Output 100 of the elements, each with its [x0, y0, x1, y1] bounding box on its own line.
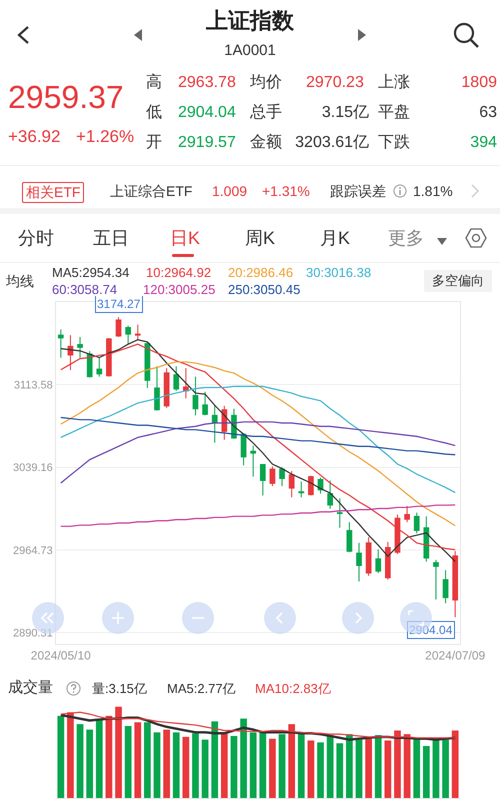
text: +1.31%: [262, 183, 310, 200]
text: 1A0001: [223, 42, 277, 60]
candlestick: [298, 480, 304, 498]
text: 跟踪误差: [330, 183, 386, 200]
candlestick: [366, 536, 372, 576]
bar: [384, 740, 392, 798]
text: 2963.78: [178, 73, 236, 92]
candlestick: [385, 541, 391, 580]
y-tick-label: 3039.16: [13, 462, 53, 474]
legend-title: 均线: [6, 273, 34, 290]
bar: [163, 730, 170, 798]
candlestick: [240, 434, 246, 466]
text: 低: [146, 103, 162, 122]
text: 30:3016.38: [306, 265, 372, 281]
text: +36.92: [8, 127, 60, 148]
bar: [259, 732, 266, 798]
candlestick: [346, 522, 352, 553]
annotation: 2904.04: [409, 623, 453, 637]
candlestick: [77, 336, 83, 358]
text: MA10:2.83亿: [255, 681, 331, 697]
text: 相关ETF: [22, 182, 84, 203]
bar: [220, 732, 228, 798]
bar: [154, 732, 160, 798]
bar: [230, 736, 238, 798]
text: 开: [146, 133, 162, 152]
x-tick-label: 2024/05/10: [30, 648, 92, 662]
text: 120:3005.25: [143, 282, 216, 298]
text: MA5:2.77亿: [167, 681, 236, 697]
candlestick: [433, 559, 439, 600]
candlestick: [288, 470, 295, 498]
text: 上涨: [378, 73, 410, 92]
bar: [182, 736, 190, 798]
text: 均价: [250, 73, 282, 92]
text: 上证综合ETF: [110, 183, 192, 200]
candlestick: [96, 357, 102, 378]
text: 2904.04: [178, 103, 236, 122]
bar: [432, 740, 440, 798]
bar: [202, 740, 208, 798]
candlestick: [58, 328, 64, 358]
bar: [172, 732, 180, 798]
text: 1809: [461, 73, 497, 92]
candlestick: [183, 368, 189, 399]
text: 分时: [18, 228, 54, 250]
line-series: [60, 421, 456, 484]
bar: [278, 734, 286, 798]
candlestick: [192, 376, 198, 416]
bar: [336, 743, 344, 798]
bar: [57, 716, 64, 798]
bar: [326, 735, 334, 798]
text: 下跌: [378, 133, 410, 152]
x-tick-label: 2024/07/09: [425, 648, 486, 662]
bar: [124, 726, 132, 798]
bar: [356, 740, 362, 798]
candlestick: [308, 475, 314, 496]
text: 394: [470, 133, 497, 152]
bar: [86, 730, 94, 798]
text: 日K: [170, 228, 200, 250]
line-series: [60, 361, 456, 526]
text: 总手: [250, 103, 282, 122]
bar: [250, 732, 257, 798]
y-tick-label: 2964.73: [13, 544, 53, 557]
bar: [269, 738, 276, 798]
candlestick: [125, 325, 131, 346]
annotation: 3174.27: [97, 297, 141, 311]
text: MA5:2954.34: [52, 265, 130, 281]
bar: [76, 724, 84, 798]
bar: [240, 718, 247, 798]
bar: [96, 720, 103, 798]
candlestick: [404, 505, 410, 523]
y-tick-label: 2890.31: [13, 627, 53, 640]
text: 20:2986.46: [228, 265, 294, 281]
candlestick: [260, 464, 266, 496]
candlestick: [154, 366, 160, 412]
text: 多空偏向: [424, 270, 492, 292]
text: +1.26%: [76, 127, 134, 148]
text: 上证指数: [205, 8, 295, 34]
line-series: [60, 386, 456, 494]
bar: [317, 742, 324, 798]
candlestick: [414, 512, 420, 534]
bar: [211, 721, 218, 798]
bar: [442, 740, 449, 798]
text: 10:2964.92: [146, 265, 212, 281]
text: 金额: [250, 133, 282, 152]
candlestick: [134, 324, 141, 340]
candlestick: [270, 466, 276, 487]
text: 2970.23: [306, 73, 364, 92]
text: 3.15亿: [322, 103, 369, 122]
bar: [134, 722, 142, 798]
line-series: [60, 504, 456, 527]
candlestick: [327, 480, 333, 510]
bar: [346, 734, 353, 798]
candlestick: [375, 548, 382, 574]
candlestick: [279, 466, 285, 487]
candlestick: [116, 316, 122, 338]
text: 250:3050.45: [228, 282, 300, 298]
text: 周K: [245, 228, 276, 250]
candlestick: [212, 404, 218, 444]
text: 月K: [320, 228, 350, 250]
y-tick-label: 3113.58: [14, 379, 53, 392]
candlestick: [173, 366, 180, 392]
